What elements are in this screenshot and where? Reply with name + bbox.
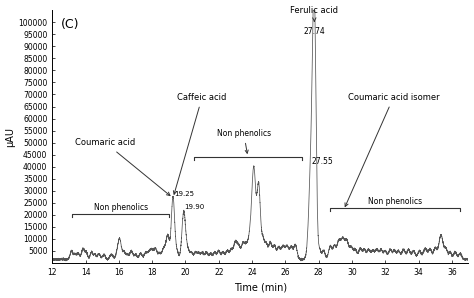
Text: (C): (C)	[61, 18, 79, 31]
Text: Coumaric acid isomer: Coumaric acid isomer	[345, 93, 439, 207]
Text: 27.74: 27.74	[303, 27, 325, 36]
Text: Caffeic acid: Caffeic acid	[173, 93, 227, 194]
Y-axis label: μAU: μAU	[6, 127, 16, 147]
Text: Coumaric acid: Coumaric acid	[75, 139, 170, 195]
Text: 19.90: 19.90	[185, 204, 205, 210]
X-axis label: Time (min): Time (min)	[234, 283, 287, 292]
Text: 19.25: 19.25	[174, 191, 195, 197]
Text: Ferulic acid: Ferulic acid	[290, 6, 338, 21]
Text: 27.55: 27.55	[312, 156, 334, 165]
Text: Non phenolics: Non phenolics	[93, 204, 147, 212]
Text: Non phenolics: Non phenolics	[368, 198, 422, 207]
Text: Non phenolics: Non phenolics	[217, 129, 271, 153]
